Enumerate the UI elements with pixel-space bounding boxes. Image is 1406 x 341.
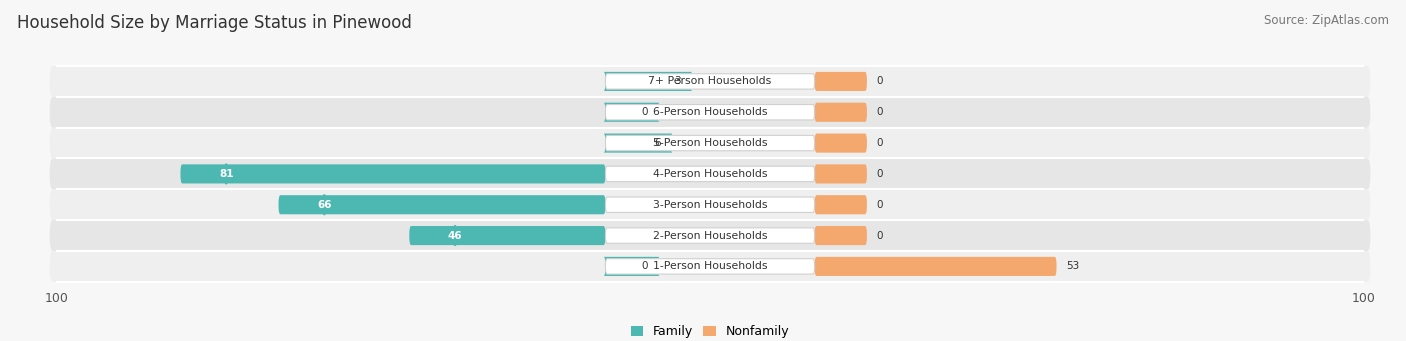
FancyBboxPatch shape <box>814 103 868 122</box>
Text: Household Size by Marriage Status in Pinewood: Household Size by Marriage Status in Pin… <box>17 14 412 32</box>
FancyBboxPatch shape <box>606 74 814 89</box>
FancyBboxPatch shape <box>606 197 814 212</box>
FancyBboxPatch shape <box>49 189 1371 220</box>
Text: 0: 0 <box>877 200 883 210</box>
Text: 0: 0 <box>877 107 883 117</box>
FancyBboxPatch shape <box>814 72 868 91</box>
Text: 81: 81 <box>219 169 233 179</box>
FancyBboxPatch shape <box>603 257 659 276</box>
FancyBboxPatch shape <box>49 159 1371 189</box>
Text: 2-Person Households: 2-Person Households <box>652 231 768 240</box>
Text: 53: 53 <box>1066 262 1080 271</box>
Text: 3: 3 <box>673 76 681 86</box>
FancyBboxPatch shape <box>278 195 606 214</box>
FancyBboxPatch shape <box>814 195 868 214</box>
Circle shape <box>453 226 457 246</box>
FancyBboxPatch shape <box>603 134 672 153</box>
FancyBboxPatch shape <box>606 228 814 243</box>
Text: 0: 0 <box>877 231 883 240</box>
Text: 0: 0 <box>641 262 648 271</box>
FancyBboxPatch shape <box>814 164 868 183</box>
Text: 6: 6 <box>654 138 661 148</box>
FancyBboxPatch shape <box>814 257 1056 276</box>
Text: 0: 0 <box>877 76 883 86</box>
FancyBboxPatch shape <box>49 251 1371 282</box>
FancyBboxPatch shape <box>606 105 814 120</box>
Text: 5-Person Households: 5-Person Households <box>652 138 768 148</box>
Text: 1-Person Households: 1-Person Households <box>652 262 768 271</box>
Text: 7+ Person Households: 7+ Person Households <box>648 76 772 86</box>
FancyBboxPatch shape <box>49 128 1371 159</box>
FancyBboxPatch shape <box>49 66 1371 97</box>
Text: 66: 66 <box>316 200 332 210</box>
Text: 0: 0 <box>877 138 883 148</box>
FancyBboxPatch shape <box>603 103 659 122</box>
Text: 4-Person Households: 4-Person Households <box>652 169 768 179</box>
FancyBboxPatch shape <box>180 164 606 183</box>
FancyBboxPatch shape <box>49 220 1371 251</box>
FancyBboxPatch shape <box>606 166 814 182</box>
Circle shape <box>322 195 326 214</box>
FancyBboxPatch shape <box>409 226 606 245</box>
Text: 6-Person Households: 6-Person Households <box>652 107 768 117</box>
FancyBboxPatch shape <box>814 134 868 153</box>
Text: 3-Person Households: 3-Person Households <box>652 200 768 210</box>
Legend: Family, Nonfamily: Family, Nonfamily <box>626 320 794 341</box>
Text: 0: 0 <box>641 107 648 117</box>
Text: Source: ZipAtlas.com: Source: ZipAtlas.com <box>1264 14 1389 27</box>
FancyBboxPatch shape <box>814 226 868 245</box>
FancyBboxPatch shape <box>606 259 814 274</box>
Text: 46: 46 <box>447 231 463 240</box>
FancyBboxPatch shape <box>603 72 692 91</box>
FancyBboxPatch shape <box>606 135 814 151</box>
FancyBboxPatch shape <box>49 97 1371 128</box>
Circle shape <box>224 164 228 184</box>
Text: 0: 0 <box>877 169 883 179</box>
